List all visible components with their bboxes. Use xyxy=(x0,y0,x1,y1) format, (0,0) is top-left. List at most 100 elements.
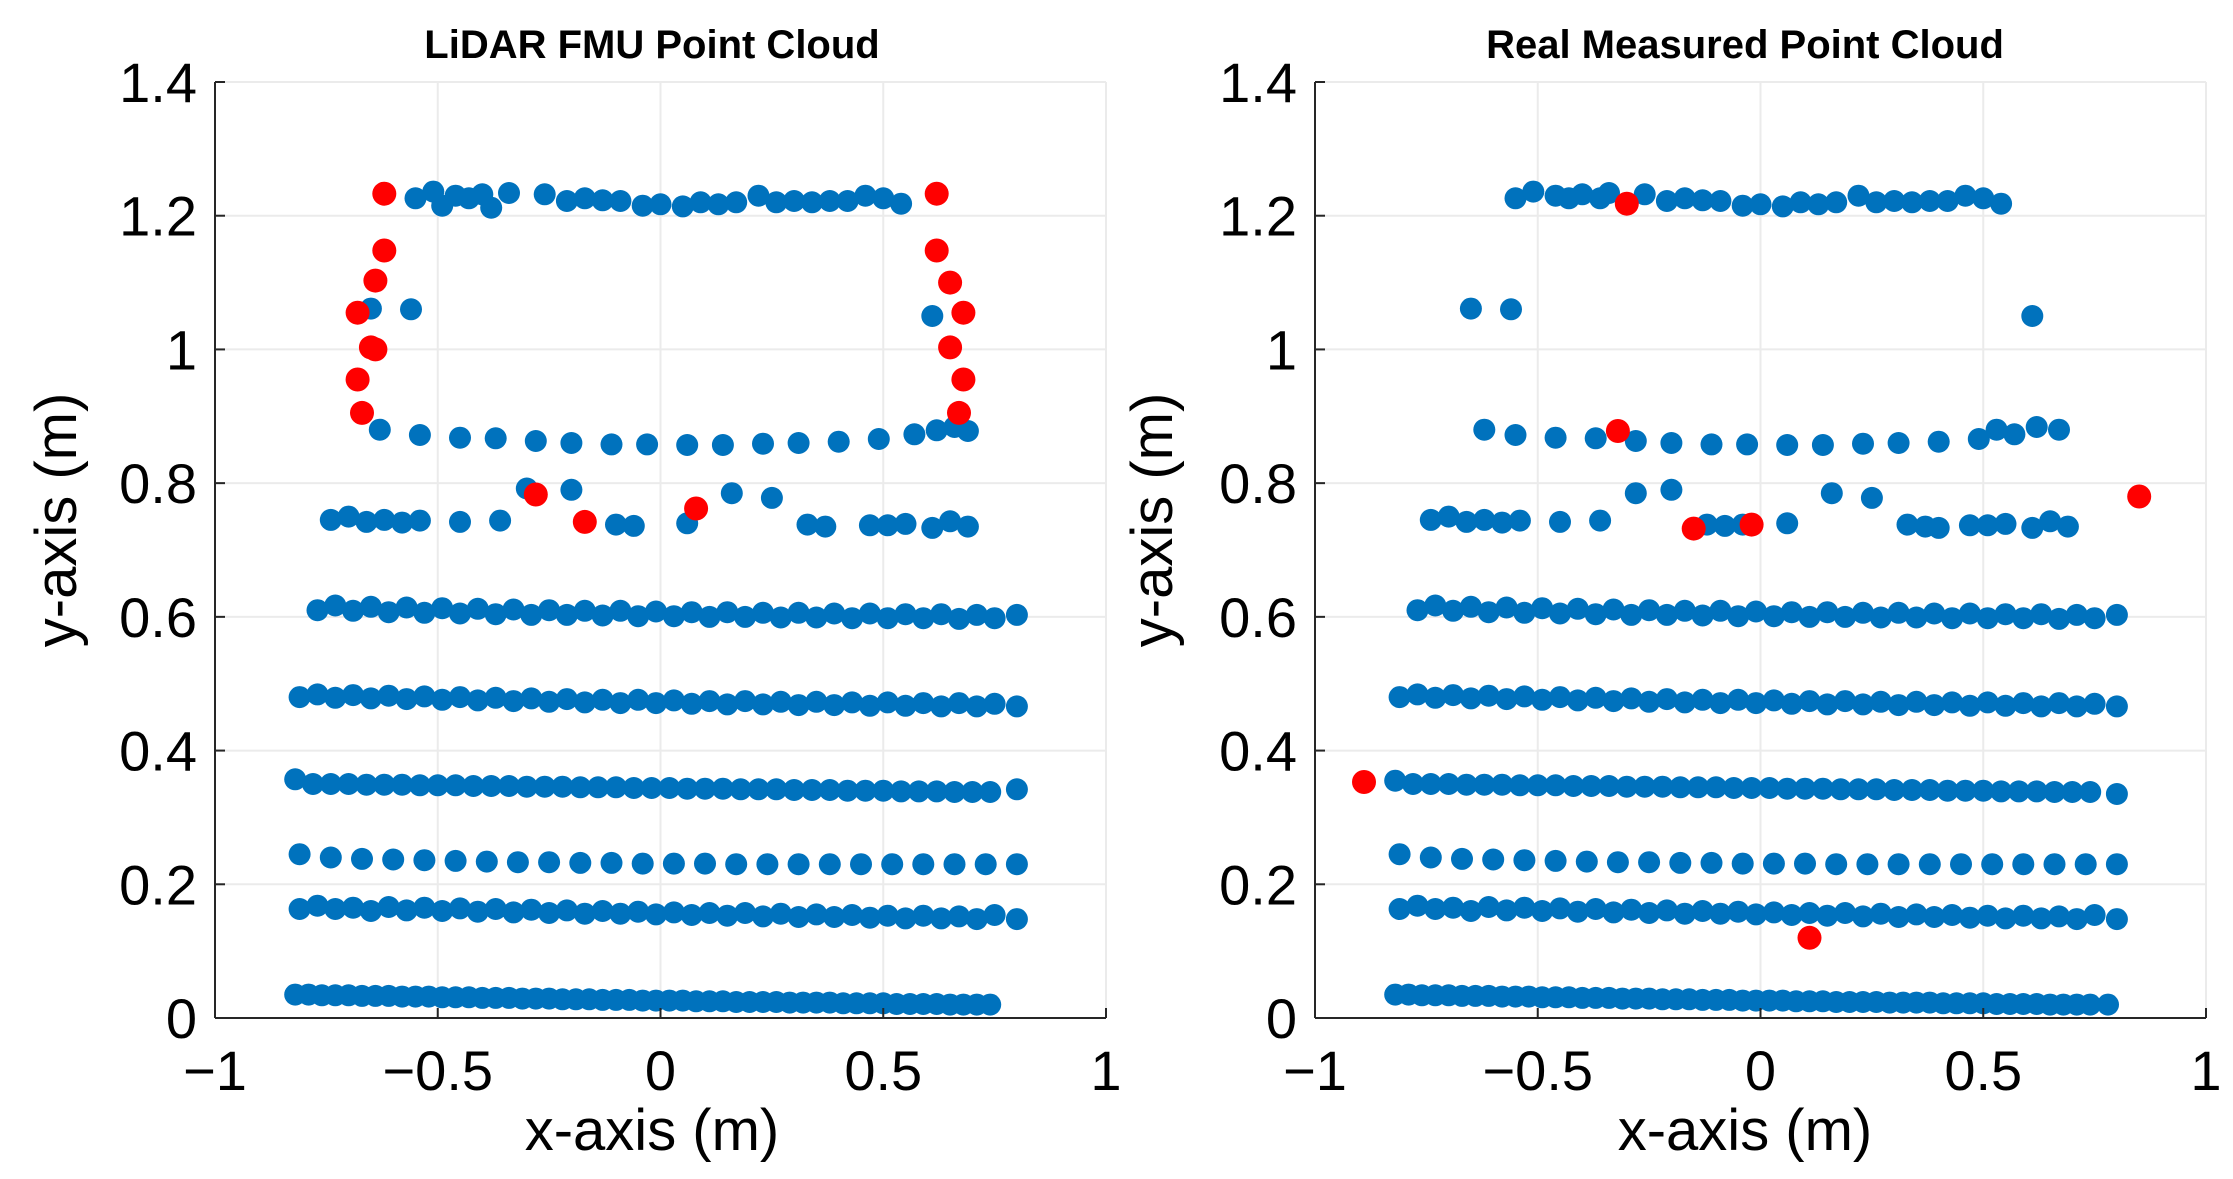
blue-point xyxy=(1941,691,1964,714)
blue-point xyxy=(368,418,391,441)
blue-point xyxy=(1852,905,1874,928)
blue-point xyxy=(484,686,507,709)
blue-point xyxy=(1419,508,1442,531)
blue-point xyxy=(1727,900,1750,923)
blue-point xyxy=(573,691,596,714)
blue-point xyxy=(1575,850,1598,873)
blue-point xyxy=(694,777,716,800)
blue-point xyxy=(854,779,877,802)
chart-right: Real Measured Point Cloud −1 −0.5 0 0.5 1 0 0.… xyxy=(1120,23,2222,1163)
x-tick-label: −0.5 xyxy=(1482,1039,1593,1102)
blue-point xyxy=(1869,690,1892,713)
blue-point xyxy=(1388,843,1411,866)
blue-point xyxy=(538,902,561,924)
blue-point xyxy=(502,690,525,713)
blue-point xyxy=(413,849,436,872)
blue-point xyxy=(444,849,467,872)
blue-point xyxy=(466,597,489,620)
blue-point xyxy=(1437,505,1460,528)
blue-point xyxy=(449,602,471,625)
blue-point xyxy=(716,601,739,624)
blue-point xyxy=(1834,902,1857,924)
blue-point xyxy=(1927,516,1950,539)
blue-point xyxy=(324,594,347,617)
blue-point xyxy=(1669,776,1692,799)
blue-point xyxy=(1655,190,1678,212)
y-tick-label: 0.8 xyxy=(119,452,197,515)
blue-point xyxy=(1798,902,1821,924)
blue-point xyxy=(1522,180,1545,203)
blue-point xyxy=(395,596,418,619)
blue-point xyxy=(890,780,913,803)
blue-point xyxy=(1606,851,1629,874)
blue-point xyxy=(1388,686,1411,709)
blue-point xyxy=(555,899,578,922)
blue-point xyxy=(930,603,953,626)
blue-point xyxy=(609,692,632,715)
blue-point xyxy=(823,602,846,625)
blue-point xyxy=(1660,478,1683,501)
blue-point xyxy=(1820,482,1843,505)
blue-point xyxy=(747,778,770,801)
blue-point xyxy=(850,853,872,876)
blue-point xyxy=(858,906,881,929)
blue-point xyxy=(1691,189,1714,212)
blue-point xyxy=(1566,900,1589,923)
blue-point xyxy=(319,846,342,869)
blue-point xyxy=(814,515,837,538)
blue-point xyxy=(600,433,623,456)
y-axis-label: y-axis (m) xyxy=(1120,393,1185,648)
blue-point xyxy=(783,779,806,801)
blue-point xyxy=(319,508,342,531)
blue-point xyxy=(631,852,654,875)
blue-point xyxy=(867,428,890,450)
blue-point xyxy=(734,605,757,628)
blue-point xyxy=(1624,430,1647,452)
blue-point xyxy=(729,778,752,801)
blue-point xyxy=(1549,686,1571,709)
blue-point xyxy=(671,195,694,218)
blue-point xyxy=(1731,194,1754,217)
blue-point xyxy=(1740,777,1763,799)
blue-point xyxy=(662,852,685,875)
blue-point xyxy=(2083,904,2106,926)
blue-point xyxy=(1549,602,1571,625)
blue-point xyxy=(658,777,681,799)
blue-point xyxy=(645,903,667,926)
blue-point xyxy=(408,424,431,446)
blue-point xyxy=(377,601,400,624)
blue-point xyxy=(1544,426,1567,449)
blue-point xyxy=(2056,515,2079,538)
blue-point xyxy=(1994,907,2017,930)
blue-point xyxy=(498,775,520,797)
blue-point xyxy=(1419,846,1442,869)
blue-point xyxy=(391,773,414,796)
y-tick-label: 0.4 xyxy=(1219,720,1297,783)
blue-point xyxy=(649,193,672,216)
blue-point xyxy=(689,191,712,214)
blue-point xyxy=(1994,694,2017,717)
blue-point xyxy=(881,853,904,876)
blue-point xyxy=(1544,774,1567,797)
blue-point xyxy=(2012,692,2035,715)
blue-point xyxy=(1865,191,1888,214)
blue-point xyxy=(787,601,810,624)
blue-point xyxy=(823,906,846,928)
blue-point xyxy=(498,182,520,204)
blue-point xyxy=(2105,853,2128,876)
blue-point xyxy=(930,695,953,718)
blue-point xyxy=(1598,182,1620,204)
red-point xyxy=(924,181,949,206)
blue-point xyxy=(912,904,935,927)
blue-point xyxy=(858,602,881,625)
blue-point xyxy=(2043,781,2066,803)
blue-point xyxy=(1905,903,1928,926)
red-point xyxy=(951,367,976,392)
blue-point xyxy=(622,777,645,799)
blue-point xyxy=(1869,606,1892,629)
blue-point xyxy=(319,773,342,795)
blue-point xyxy=(355,510,378,533)
blue-point xyxy=(1745,903,1767,926)
blue-point xyxy=(1638,902,1661,924)
blue-point xyxy=(645,692,667,715)
